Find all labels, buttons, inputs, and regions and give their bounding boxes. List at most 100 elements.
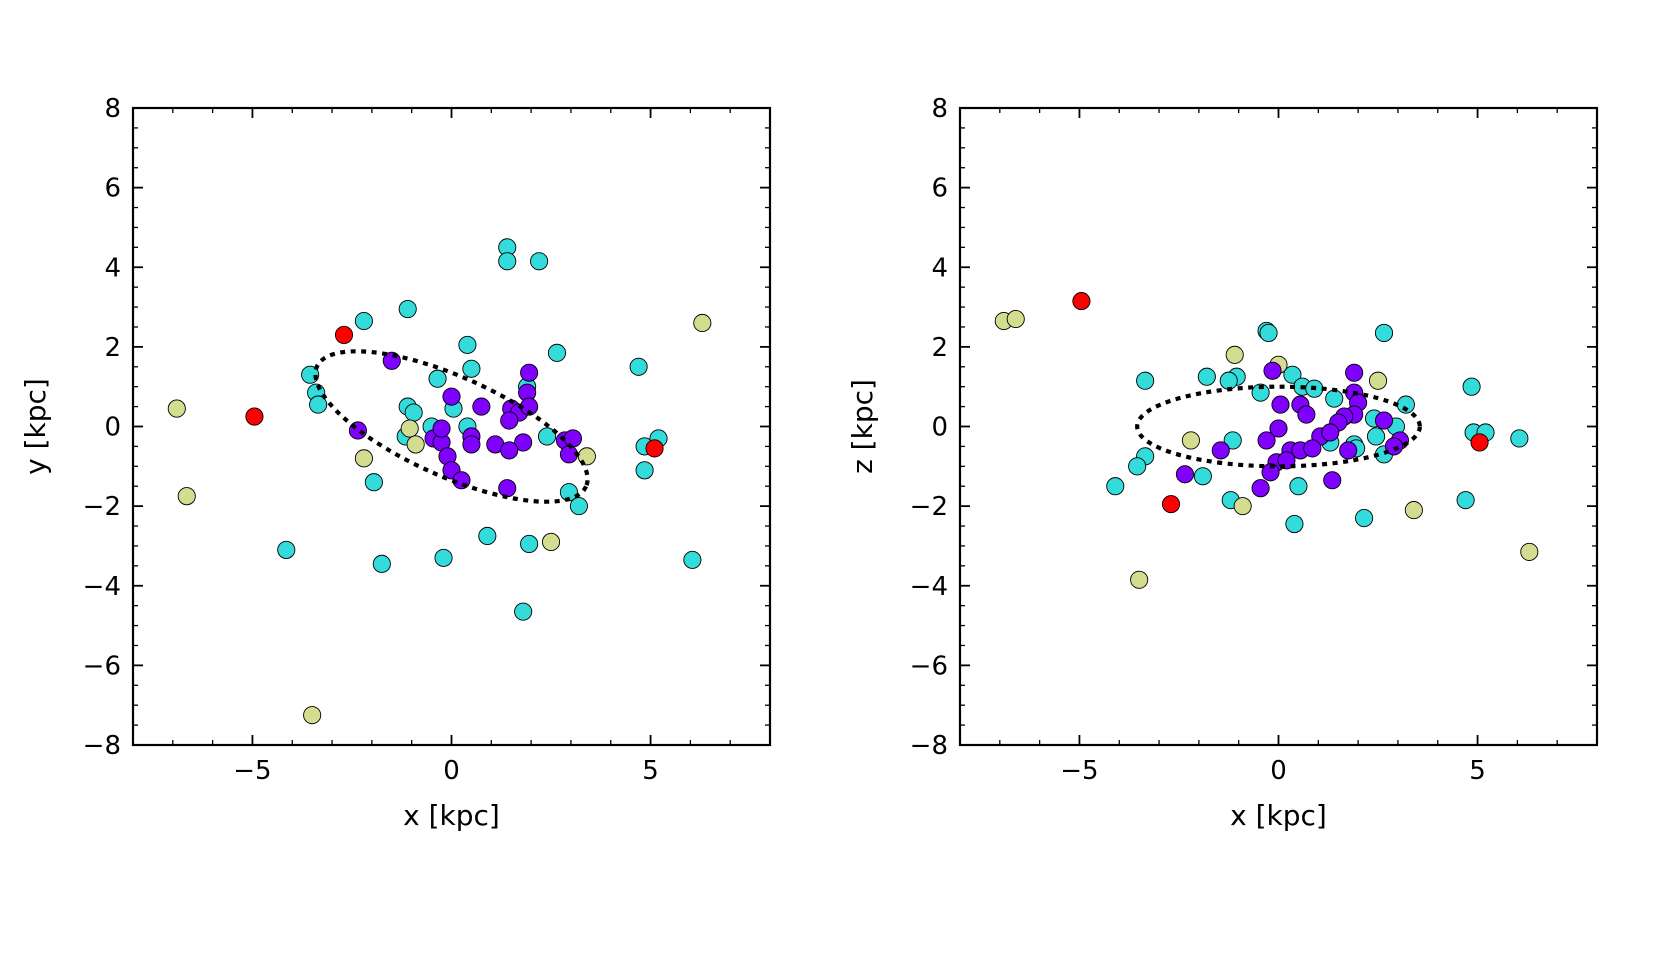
point-purple — [1271, 395, 1290, 414]
point-purple — [498, 479, 517, 498]
point-cyan — [1259, 323, 1278, 342]
y-tick-label: 6 — [931, 174, 948, 204]
ticks — [959, 107, 1598, 746]
point-cyan — [538, 427, 557, 446]
point-cyan — [404, 403, 423, 422]
x-tick-label: −5 — [1060, 756, 1098, 786]
x-axis-label: x [kpc] — [403, 799, 500, 832]
y-tick-label: 2 — [104, 333, 121, 363]
panel-xy: −5 0 5 −8 −6 −4 −2 0 2 4 6 8 x [kpc] y [kpc] — [19, 94, 772, 832]
point-cyan — [635, 461, 654, 480]
point-cyan — [428, 369, 447, 388]
point-khaki — [354, 449, 373, 468]
point-cyan — [1289, 477, 1308, 496]
point-red — [1161, 495, 1181, 514]
point-khaki — [1181, 431, 1200, 450]
point-cyan — [398, 300, 417, 319]
point-purple — [1175, 465, 1194, 484]
point-khaki — [177, 487, 196, 506]
point-purple — [1211, 441, 1230, 460]
dotted-ellipse — [1135, 384, 1422, 469]
panel-xz: −5 0 5 −8 −6 −4 −2 0 2 4 6 8 x [kpc] z [kpc] — [846, 94, 1599, 832]
y-tick-label: 6 — [104, 174, 121, 204]
point-cyan — [434, 548, 453, 567]
point-cyan — [1510, 429, 1529, 448]
y-tick-label: 8 — [931, 94, 948, 124]
point-khaki — [1233, 497, 1252, 516]
point-cyan — [458, 335, 477, 354]
point-khaki — [541, 532, 561, 552]
point-red — [1470, 433, 1489, 452]
point-cyan — [1456, 491, 1475, 510]
point-khaki — [406, 435, 425, 454]
y-axis-label: y [kpc] — [19, 378, 52, 475]
point-purple — [563, 429, 582, 448]
point-cyan — [569, 497, 588, 516]
x-tick-label: 5 — [642, 756, 659, 786]
y-tick-label: 2 — [931, 333, 948, 363]
point-khaki — [1404, 501, 1423, 520]
y-tick-label: −6 — [910, 651, 948, 681]
point-purple — [442, 387, 461, 406]
point-purple — [1345, 363, 1364, 382]
point-cyan — [1128, 457, 1147, 476]
x-tick-label: 5 — [1469, 756, 1486, 786]
point-cyan — [462, 359, 481, 378]
y-tick-label: −8 — [83, 731, 121, 761]
point-cyan — [1462, 377, 1481, 396]
point-khaki — [1225, 345, 1244, 364]
y-tick-label: −4 — [910, 572, 948, 602]
point-cyan — [1193, 467, 1212, 486]
point-cyan — [1325, 389, 1344, 408]
point-cyan — [478, 526, 497, 546]
point-cyan — [1136, 371, 1155, 390]
scatter-points — [167, 238, 712, 725]
point-purple — [1384, 437, 1404, 456]
point-purple — [1374, 411, 1394, 430]
point-cyan — [520, 534, 539, 553]
point-cyan — [309, 395, 328, 414]
point-cyan — [683, 550, 702, 569]
point-purple — [1261, 463, 1280, 482]
x-tick-label: 0 — [1270, 756, 1287, 786]
point-purple — [1321, 423, 1340, 442]
point-purple — [1303, 439, 1322, 458]
point-khaki — [400, 419, 419, 438]
point-cyan — [354, 311, 373, 331]
x-tick-label: −5 — [233, 756, 271, 786]
point-cyan — [629, 357, 648, 376]
point-purple — [1269, 419, 1288, 438]
point-purple — [520, 363, 539, 382]
point-khaki — [1006, 309, 1025, 329]
point-purple — [472, 397, 491, 416]
point-red — [645, 439, 664, 458]
point-purple — [1339, 441, 1358, 460]
y-tick-label: −2 — [910, 492, 948, 522]
y-tick-label: −4 — [83, 572, 121, 602]
y-tick-label: −2 — [83, 492, 121, 522]
point-cyan — [547, 343, 567, 362]
point-purple — [1251, 479, 1270, 498]
point-cyan — [1251, 383, 1270, 402]
x-tick-label: 0 — [443, 756, 460, 786]
point-cyan — [277, 540, 296, 559]
point-cyan — [1355, 509, 1374, 528]
point-khaki — [303, 706, 322, 725]
y-tick-label: 8 — [104, 94, 121, 124]
point-khaki — [1368, 371, 1388, 390]
point-cyan — [1283, 365, 1302, 384]
axes-frame — [131, 106, 772, 747]
ticks — [132, 107, 771, 746]
y-tick-label: 0 — [104, 413, 121, 443]
x-axis-label: x [kpc] — [1230, 799, 1327, 832]
y-axis-label: z [kpc] — [846, 379, 879, 474]
point-cyan — [1285, 514, 1304, 534]
point-khaki — [1520, 542, 1539, 561]
point-red — [334, 325, 354, 344]
point-purple — [500, 411, 519, 430]
point-purple — [514, 433, 533, 452]
y-tick-label: 4 — [104, 253, 121, 283]
y-tick-label: 0 — [931, 413, 948, 443]
y-tick-label: 4 — [931, 253, 948, 283]
point-cyan — [1366, 427, 1386, 446]
